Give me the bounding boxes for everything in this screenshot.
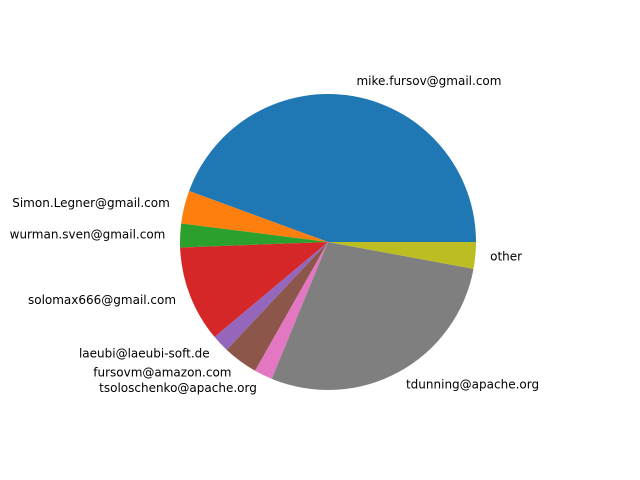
pie-label-laeubi-laeubi-soft-de: laeubi@laeubi-soft.de — [79, 346, 210, 360]
pie-slice-tdunning-apache-org — [271, 242, 474, 390]
pie-label-other: other — [490, 249, 522, 263]
pie-label-tsoloschenko-apache-org: tsoloschenko@apache.org — [99, 381, 257, 395]
pie-slices — [180, 94, 476, 390]
pie-label-tdunning-apache-org: tdunning@apache.org — [406, 377, 539, 391]
pie-label-fursovm-amazon-com: fursovm@amazon.com — [93, 366, 231, 380]
pie-slice-laeubi-laeubi-soft-de — [214, 242, 328, 350]
pie-slice-mike-fursov-gmail-com — [189, 94, 476, 242]
pie-slice-tsoloschenko-apache-org — [255, 242, 328, 379]
pie-label-mike-fursov-gmail-com: mike.fursov@gmail.com — [356, 74, 501, 88]
pie-slice-fursovm-amazon-com — [226, 242, 328, 371]
pie-slice-wurman-sven-gmail-com — [180, 223, 328, 248]
pie-label-simon-legner-gmail-com: Simon.Legner@gmail.com — [12, 196, 170, 210]
pie-labels: mike.fursov@gmail.com Simon.Legner@gmail.… — [10, 74, 539, 395]
pie-label-wurman-sven-gmail-com: wurman.sven@gmail.com — [10, 227, 166, 241]
pie-slice-simon-legner-gmail-com — [181, 190, 328, 242]
pie-slice-other — [328, 242, 476, 269]
pie-label-solomax666-gmail-com: solomax666@gmail.com — [28, 293, 176, 307]
pie-slice-solomax666-gmail-com — [180, 242, 328, 338]
